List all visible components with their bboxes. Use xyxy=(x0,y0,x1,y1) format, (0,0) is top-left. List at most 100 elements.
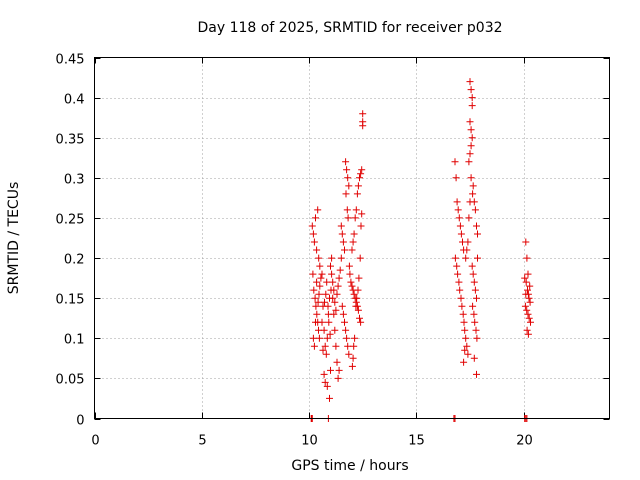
data-point xyxy=(354,306,362,314)
data-point xyxy=(319,346,327,354)
y-tick-label: 0 xyxy=(76,414,84,429)
data-point xyxy=(464,238,472,246)
data-point xyxy=(329,278,337,286)
data-point xyxy=(457,230,465,238)
data-point xyxy=(353,294,361,302)
data-point xyxy=(469,270,477,278)
y-tick-label: 0.4 xyxy=(64,93,85,108)
data-point xyxy=(312,302,320,310)
data-point xyxy=(334,282,342,290)
data-point xyxy=(470,198,478,206)
data-point xyxy=(525,294,533,302)
data-point xyxy=(323,382,331,390)
data-point xyxy=(343,206,351,214)
data-point xyxy=(461,346,469,354)
data-point xyxy=(354,286,362,294)
data-point xyxy=(321,298,328,306)
data-point xyxy=(343,166,351,174)
data-point xyxy=(470,278,478,286)
data-point xyxy=(357,222,365,230)
axis-ticks: 0 0.05 0.1 0.15 0.2 0.25 0.3 0.35 0.4 0.45 0 5 10 15 2… xyxy=(56,53,610,449)
data-point xyxy=(525,314,533,322)
data-point xyxy=(323,334,331,342)
data-point xyxy=(467,174,475,182)
data-point xyxy=(357,318,365,326)
data-point xyxy=(351,334,359,342)
data-point xyxy=(342,190,350,198)
data-point xyxy=(318,270,326,278)
data-point xyxy=(460,358,468,366)
data-point xyxy=(317,274,325,282)
data-point xyxy=(310,238,318,246)
data-point xyxy=(312,214,319,222)
data-point xyxy=(314,298,322,306)
data-point xyxy=(310,342,318,350)
data-point xyxy=(455,214,463,222)
data-point xyxy=(345,262,353,270)
data-point xyxy=(464,350,472,358)
data-point xyxy=(347,278,355,286)
data-point xyxy=(322,290,330,298)
data-point xyxy=(346,270,354,278)
data-point xyxy=(333,290,341,298)
data-point xyxy=(467,86,475,94)
data-point xyxy=(334,374,342,382)
data-point xyxy=(352,302,360,310)
data-point xyxy=(310,286,318,294)
data-point xyxy=(324,302,332,310)
data-point xyxy=(339,310,347,318)
data-point xyxy=(309,230,317,238)
plot-frame xyxy=(94,57,610,419)
data-point xyxy=(473,334,481,342)
data-point xyxy=(315,290,323,298)
data-point xyxy=(471,286,479,294)
data-point xyxy=(453,198,461,206)
data-point xyxy=(331,326,339,334)
data-point xyxy=(468,102,476,110)
y-tick-label: 0.05 xyxy=(56,373,85,388)
data-point xyxy=(337,254,345,262)
data-point xyxy=(521,274,529,282)
data-point xyxy=(353,190,361,198)
data-point xyxy=(341,246,348,254)
data-point xyxy=(469,302,477,310)
x-tick-label: 10 xyxy=(301,434,318,449)
data-point xyxy=(461,326,469,334)
data-point xyxy=(321,378,329,386)
data-point xyxy=(327,366,334,374)
data-point xyxy=(313,246,321,254)
data-point xyxy=(344,342,352,350)
data-point xyxy=(469,182,477,190)
data-point xyxy=(474,254,481,262)
data-point xyxy=(453,262,461,270)
data-point xyxy=(345,350,353,358)
data-point xyxy=(523,306,531,314)
data-point xyxy=(462,254,470,262)
data-point xyxy=(456,286,464,294)
data-point xyxy=(451,254,459,262)
y-tick-label: 0.3 xyxy=(64,173,85,188)
data-point xyxy=(326,394,333,402)
data-point xyxy=(524,310,532,318)
data-point xyxy=(331,298,339,306)
data-point xyxy=(469,190,477,198)
y-tick-label: 0.1 xyxy=(64,333,85,348)
data-point xyxy=(309,334,317,342)
data-point xyxy=(526,282,534,290)
data-point xyxy=(323,278,331,286)
data-point xyxy=(329,294,337,302)
data-point xyxy=(466,150,474,158)
data-point xyxy=(312,318,319,326)
data-point xyxy=(472,326,480,334)
data-point xyxy=(451,158,459,166)
data-point xyxy=(336,266,344,274)
data-point xyxy=(348,362,356,370)
data-point xyxy=(473,370,480,378)
data-point xyxy=(330,286,338,294)
data-point xyxy=(356,174,363,182)
data-point xyxy=(342,158,350,166)
data-point xyxy=(318,318,326,326)
data-point xyxy=(309,270,317,278)
data-point xyxy=(462,334,470,342)
